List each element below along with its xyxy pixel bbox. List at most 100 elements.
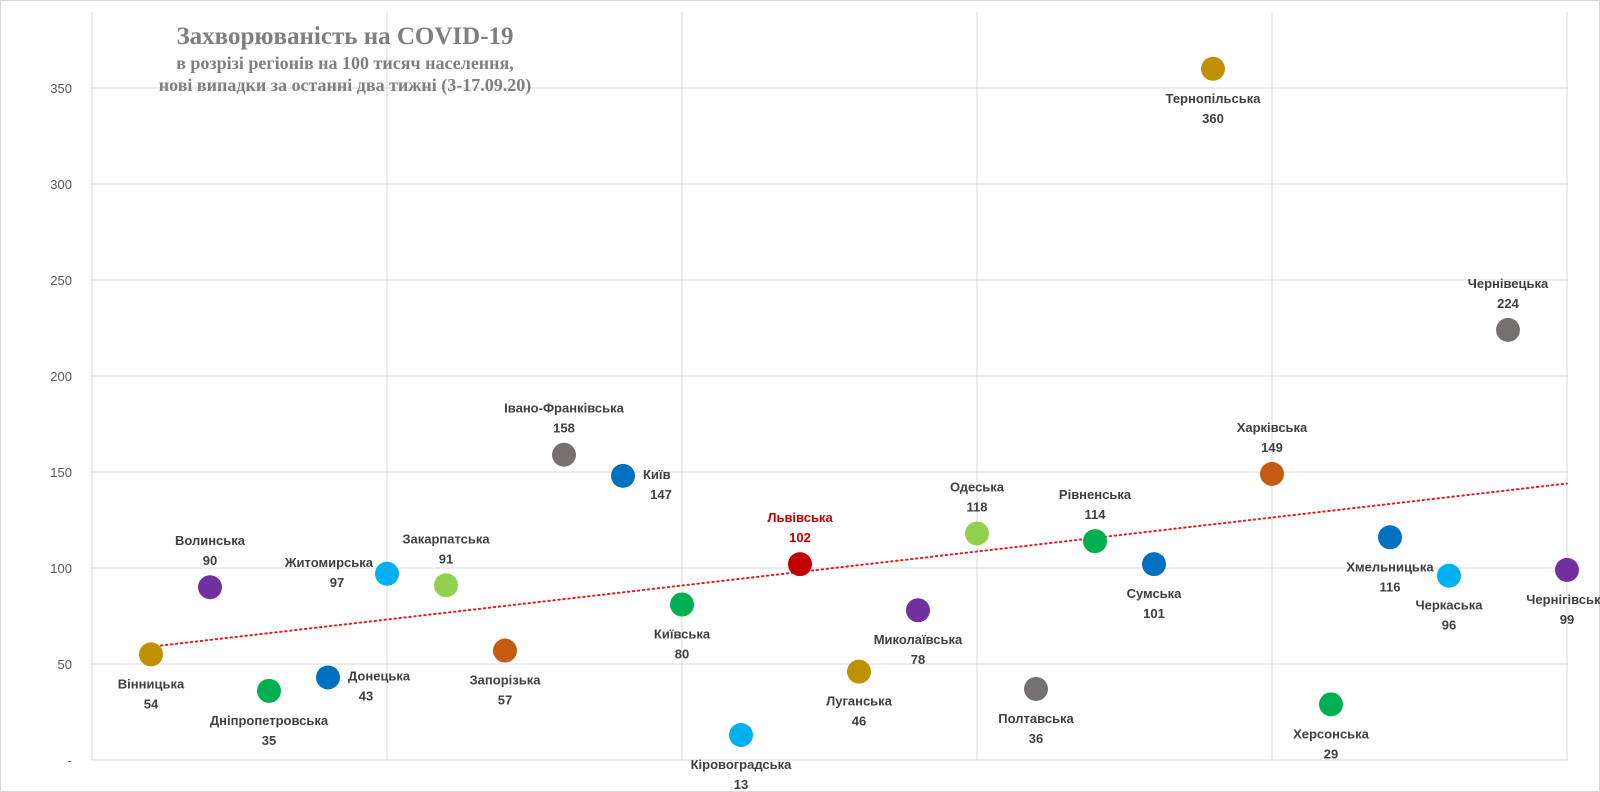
y-tick-label: -: [68, 753, 72, 768]
data-point: Київська 80: [654, 592, 711, 661]
point-marker: [434, 573, 458, 598]
point-name-label: Хмельницька: [1346, 559, 1434, 574]
point-marker: [1555, 557, 1579, 582]
point-value-label: 13: [734, 777, 748, 792]
point-name-label: Кіровоградська: [691, 757, 793, 772]
point-marker: [316, 665, 340, 690]
chart-title: Захворюваність на COVID-19: [176, 23, 514, 50]
point-value-label: 78: [911, 652, 925, 667]
chart-subtitle-line-2: нові випадки за останні два тижні (3-17.…: [158, 75, 532, 95]
point-marker: [1024, 676, 1048, 701]
point-name-label: Чернігівська: [1526, 592, 1600, 607]
point-value-label: 102: [789, 530, 811, 545]
data-point: Вінницька 54: [118, 642, 185, 711]
point-marker: [1319, 692, 1343, 717]
data-point: Закарпатська 91: [402, 531, 490, 598]
point-name-label: Закарпатська: [402, 531, 490, 546]
data-point: Хмельницька 116: [1346, 525, 1434, 594]
point-name-label: Рівненська: [1059, 487, 1132, 502]
point-marker: [611, 463, 635, 488]
data-point: Волинська 90: [175, 533, 246, 600]
point-marker: [198, 575, 222, 600]
data-point: Запорізька 57: [470, 638, 542, 708]
data-point: Одеська 118: [950, 479, 1005, 546]
point-value-label: 57: [498, 693, 512, 708]
point-value-label: 101: [1143, 606, 1165, 621]
point-name-label: Одеська: [950, 479, 1005, 494]
y-tick-label: 150: [50, 465, 72, 480]
point-name-label: Львівська: [767, 510, 833, 525]
point-marker: [788, 552, 812, 577]
point-name-label: Тернопільська: [1166, 91, 1262, 106]
data-point: Чернігівська 99: [1526, 557, 1600, 627]
data-point: Дніпропетровська 35: [210, 678, 329, 748]
data-point: Рівненська 114: [1059, 487, 1132, 554]
data-point: Київ 147: [611, 463, 672, 502]
data-point: Кіровоградська 13: [691, 723, 793, 792]
point-name-label: Київська: [654, 626, 711, 641]
point-value-label: 80: [675, 646, 689, 661]
point-name-label: Сумська: [1127, 586, 1183, 601]
data-point: Миколаївська 78: [874, 598, 963, 667]
point-marker: [493, 638, 517, 663]
point-value-label: 54: [144, 696, 159, 711]
grid-layer: - 50 100 150 200 250 300 350: [50, 12, 1568, 768]
point-value-label: 118: [967, 499, 988, 514]
y-tick-label: 50: [58, 657, 72, 672]
point-name-label: Івано-Франківська: [504, 401, 624, 416]
point-marker: [670, 592, 694, 617]
data-point: Сумська 101: [1127, 552, 1183, 621]
point-name-label: Запорізька: [470, 673, 542, 688]
point-marker: [1496, 317, 1520, 342]
point-name-label: Житомирська: [284, 555, 374, 570]
point-name-label: Волинська: [175, 533, 246, 548]
data-point: Луганська 46: [826, 659, 893, 729]
point-marker: [1142, 552, 1166, 577]
point-value-label: 158: [553, 421, 575, 436]
point-marker: [906, 598, 930, 623]
data-point: Житомирська 97: [284, 555, 399, 590]
point-name-label: Херсонська: [1293, 726, 1370, 741]
point-value-label: 46: [852, 714, 866, 729]
data-point: Івано-Франківська 158: [504, 401, 625, 467]
point-name-label: Миколаївська: [874, 632, 963, 647]
points-layer: Вінницька 54 Волинська 90 Дніпропетровська 35…: [118, 56, 1600, 792]
point-value-label: 224: [1497, 296, 1519, 311]
title-block: Захворюваність на COVID-19 в розрізі рег…: [100, 22, 590, 96]
data-point: Полтавська 36: [998, 676, 1074, 746]
point-value-label: 96: [1442, 618, 1456, 633]
data-point: Львівська 102: [767, 510, 833, 577]
point-marker: [729, 723, 753, 748]
point-value-label: 97: [330, 575, 344, 590]
data-point: Харківська 149: [1237, 420, 1308, 486]
point-value-label: 360: [1202, 111, 1224, 126]
point-value-label: 91: [439, 551, 453, 566]
point-value-label: 116: [1380, 579, 1401, 594]
y-tick-label: 100: [50, 561, 72, 576]
point-value-label: 43: [359, 688, 373, 703]
point-value-label: 114: [1085, 507, 1107, 522]
point-marker: [1378, 525, 1402, 550]
y-tick-label: 250: [50, 273, 72, 288]
point-name-label: Чернівецька: [1468, 276, 1549, 291]
point-value-label: 99: [1560, 612, 1574, 627]
point-marker: [1083, 529, 1107, 554]
y-tick-label: 200: [50, 369, 72, 384]
y-tick-label: 300: [50, 177, 72, 192]
point-name-label: Полтавська: [998, 711, 1074, 726]
point-name-label: Луганська: [826, 694, 893, 709]
point-value-label: 36: [1029, 731, 1043, 746]
point-marker: [1201, 56, 1225, 81]
data-point: Черкаська 96: [1416, 563, 1484, 633]
point-name-label: Київ: [643, 467, 671, 482]
point-name-label: Харківська: [1237, 420, 1308, 435]
point-marker: [552, 442, 576, 467]
point-name-label: Черкаська: [1416, 598, 1484, 613]
data-point: Донецька 43: [316, 665, 411, 703]
data-point: Тернопільська 360: [1166, 56, 1262, 126]
point-marker: [1260, 461, 1284, 486]
data-point: Чернівецька 224: [1468, 276, 1549, 342]
point-value-label: 35: [262, 733, 276, 748]
point-marker: [257, 678, 281, 703]
point-name-label: Дніпропетровська: [210, 713, 329, 728]
